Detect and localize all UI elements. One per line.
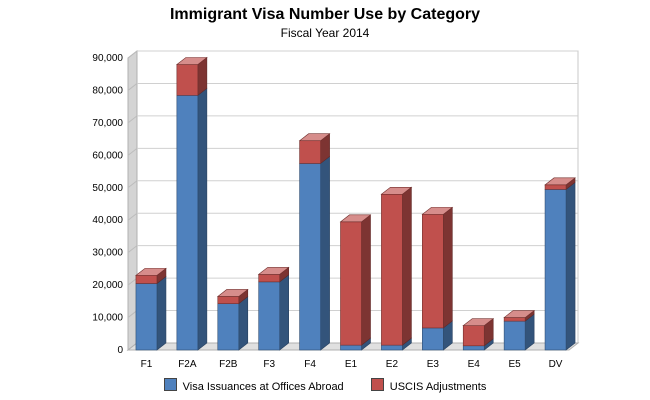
x-axis-tick-labels: F1 F2A F2B F3 F4 E1 E2 E3 E4 E5 DV (141, 359, 563, 370)
legend-swatch-issuances (163, 378, 177, 391)
gridline-side (127, 83, 138, 91)
x-tick-label-f2b: F2B (219, 359, 238, 370)
bar-segment-e3-issuances (422, 320, 453, 351)
y-tick-label: 70,000 (92, 118, 123, 129)
bar-segment-f2a-issuances (176, 87, 208, 351)
bar-segment-dv-adjustments (544, 177, 576, 191)
x-tick-label-f1: F1 (141, 359, 153, 370)
chart-subtitle: Fiscal Year 2014 (280, 26, 370, 40)
x-tick-label-dv: DV (549, 359, 563, 370)
bar-segment-f2a-adjustments (175, 56, 208, 96)
x-tick-label-e3: E3 (427, 359, 440, 370)
legend-item-issuances: Visa Issuances at Offices Abroad (163, 378, 344, 393)
gridline-side (127, 212, 138, 221)
x-tick-label-f4: F4 (304, 359, 316, 370)
y-tick-label: 40,000 (92, 215, 123, 226)
x-tick-label-e5: E5 (509, 359, 522, 370)
gridline-side (127, 310, 138, 318)
bar-segment-e1-adjustments (339, 214, 372, 346)
bar-segment-e2-adjustments (380, 186, 413, 346)
gridline-side (127, 50, 138, 59)
bar-segment-f4-issuances (299, 155, 330, 351)
gridline-side (127, 115, 138, 124)
y-tick-label: 30,000 (92, 248, 123, 259)
bar-segment-e3-adjustments (421, 206, 454, 329)
y-tick-label: 80,000 (92, 85, 123, 96)
bar-segment-e5-adjustments (503, 309, 536, 322)
gridline-side (127, 180, 138, 189)
bar-segment-f3-adjustments (257, 266, 290, 283)
bar-segment-f2b-adjustments (216, 288, 249, 305)
y-axis-tick-labels: 0 10,000 20,000 30,000 40,000 50,000 60,000 70,… (92, 53, 123, 356)
x-tick-label-e2: E2 (386, 359, 399, 370)
gridline-side (127, 277, 138, 286)
x-tick-label-e1: E1 (345, 359, 358, 370)
x-tick-label-e4: E4 (468, 359, 481, 370)
legend-label-issuances: Visa Issuances at Offices Abroad (182, 381, 344, 393)
bar-segment-f1-adjustments (135, 267, 167, 285)
bar-segment-f1-issuances (135, 275, 167, 351)
y-tick-label: 20,000 (92, 280, 123, 291)
bar-segment-f2b-issuances (217, 295, 249, 351)
bars (135, 56, 576, 351)
legend-label-adjustments: USCIS Adjustments (389, 381, 487, 393)
y-tick-label: 10,000 (92, 313, 123, 324)
gridline-side (127, 147, 138, 156)
legend-item-adjustments: USCIS Adjustments (370, 378, 487, 393)
x-tick-label-f3: F3 (263, 359, 275, 370)
gridline-side (127, 245, 138, 254)
legend: Visa Issuances at Offices Abroad USCIS A… (0, 378, 650, 393)
chart-title: Immigrant Visa Number Use by Category (169, 6, 481, 23)
y-tick-label: 0 (117, 345, 123, 356)
x-tick-label-f2a: F2A (178, 359, 197, 370)
y-tick-label: 60,000 (92, 150, 123, 161)
y-tick-label: 90,000 (92, 53, 123, 64)
legend-swatch-adjustments (370, 378, 384, 391)
plot-side-wall (127, 49, 138, 352)
y-tick-label: 50,000 (92, 183, 123, 194)
bar-segment-e5-issuances (503, 313, 535, 351)
bar-segment-e4-adjustments (462, 318, 495, 347)
bar-segment-dv-issuances (544, 181, 576, 351)
bar-segment-f4-adjustments (298, 133, 331, 165)
bar-segment-f3-issuances (258, 274, 289, 351)
